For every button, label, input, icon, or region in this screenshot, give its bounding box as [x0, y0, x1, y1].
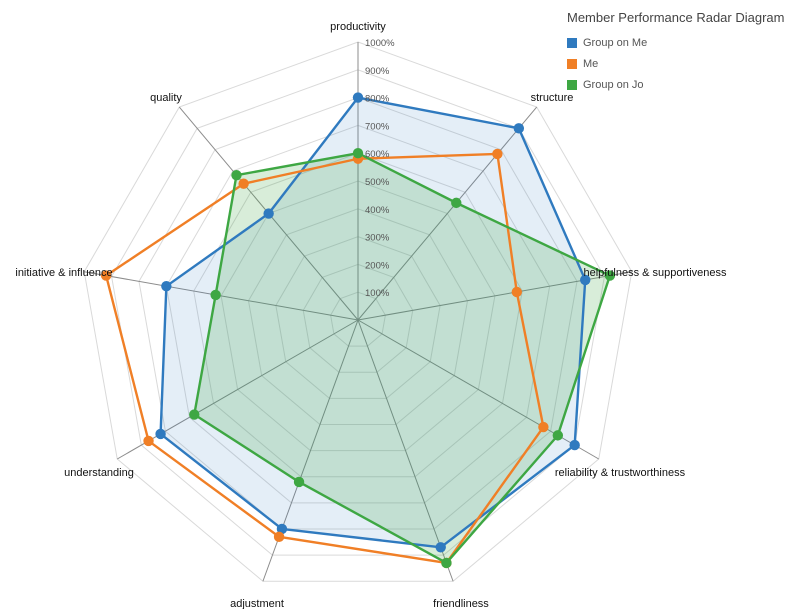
tick-label: 400% — [365, 205, 390, 216]
legend-swatch — [567, 37, 577, 48]
data-point[interactable] — [352, 92, 364, 103]
data-point[interactable] — [435, 542, 446, 553]
data-point[interactable] — [441, 557, 452, 569]
legend-label: Group on Jo — [583, 78, 644, 91]
tick-label: 600% — [365, 149, 390, 160]
series-line — [159, 96, 587, 549]
axis-spoke — [84, 271, 359, 321]
data-point[interactable] — [538, 421, 549, 433]
data-point[interactable] — [273, 531, 285, 543]
legend-item-me[interactable]: Me — [567, 53, 784, 74]
data-point[interactable] — [552, 430, 564, 441]
tick-labels: 100% 200% 300% 400% 500% 600% 700% 800% 900% 1000… — [365, 38, 395, 299]
grid-ring — [275, 236, 441, 399]
chart-title: Member Performance Radar Diagram — [567, 10, 785, 25]
data-point[interactable] — [143, 435, 154, 447]
data-point[interactable] — [155, 428, 166, 440]
legend-item-group-on-me[interactable]: Group on Me — [567, 32, 784, 53]
data-point[interactable] — [263, 208, 274, 219]
data-point[interactable] — [352, 148, 364, 159]
series-line — [104, 152, 545, 565]
legend: Member Performance Radar Diagram Group o… — [567, 10, 784, 95]
tick-label: 300% — [365, 233, 390, 244]
legend-item-group-on-jo[interactable]: Group on Jo — [567, 74, 784, 95]
axis-label: structure — [531, 92, 574, 104]
data-point[interactable] — [189, 409, 200, 420]
data-point[interactable] — [276, 523, 288, 535]
data-point[interactable] — [492, 148, 503, 160]
data-point[interactable] — [580, 274, 591, 286]
tick-label: 1000% — [365, 38, 395, 49]
axis-labels: productivity structure helpfulness & suppo… — [15, 21, 727, 609]
legend-label: Me — [583, 57, 599, 70]
data-point[interactable] — [513, 123, 525, 134]
series-points — [100, 92, 616, 569]
legend-label: Group on Me — [583, 36, 648, 49]
grid-ring — [220, 180, 496, 452]
series-area — [194, 153, 610, 563]
data-point[interactable] — [100, 270, 112, 281]
legend-swatch — [567, 79, 577, 90]
grid-ring — [111, 69, 605, 556]
data-point[interactable] — [293, 476, 305, 488]
grid-ring — [302, 263, 414, 373]
data-point[interactable] — [238, 178, 249, 189]
series-areas — [160, 97, 610, 563]
axis-label: adjustment — [230, 598, 284, 609]
grid-ring — [83, 41, 633, 582]
tick-label: 500% — [365, 177, 390, 188]
data-point[interactable] — [231, 169, 242, 181]
tick-label: 800% — [365, 94, 390, 105]
axis-label: reliability & trustworthiness — [555, 467, 686, 479]
axis-label: quality — [150, 92, 182, 104]
data-point[interactable] — [511, 286, 522, 298]
axis-label: initiative & influence — [15, 267, 112, 279]
tick-label: 100% — [365, 288, 390, 299]
axis-label: productivity — [330, 21, 386, 33]
axis-label: understanding — [64, 467, 134, 479]
axis-spoke — [357, 319, 454, 582]
grid-ring — [193, 152, 523, 478]
data-point[interactable] — [210, 289, 221, 301]
data-point[interactable] — [451, 197, 462, 209]
axis-spoke — [357, 106, 538, 321]
series-lines — [104, 96, 612, 565]
grid-ring — [330, 291, 386, 347]
data-point[interactable] — [604, 270, 616, 281]
grid-ring — [247, 208, 469, 425]
series-line — [193, 151, 612, 565]
grid-ring — [138, 97, 578, 530]
tick-label: 200% — [365, 260, 390, 271]
axis-label: helpfulness & supportiveness — [583, 267, 727, 279]
data-point[interactable] — [569, 439, 580, 451]
axis-label: friendliness — [433, 598, 489, 609]
legend-swatch — [567, 58, 577, 69]
series-area — [160, 97, 586, 548]
tick-label: 700% — [365, 121, 390, 132]
tick-label: 900% — [365, 66, 390, 77]
data-point[interactable] — [161, 281, 172, 292]
grid-ring — [165, 124, 551, 504]
